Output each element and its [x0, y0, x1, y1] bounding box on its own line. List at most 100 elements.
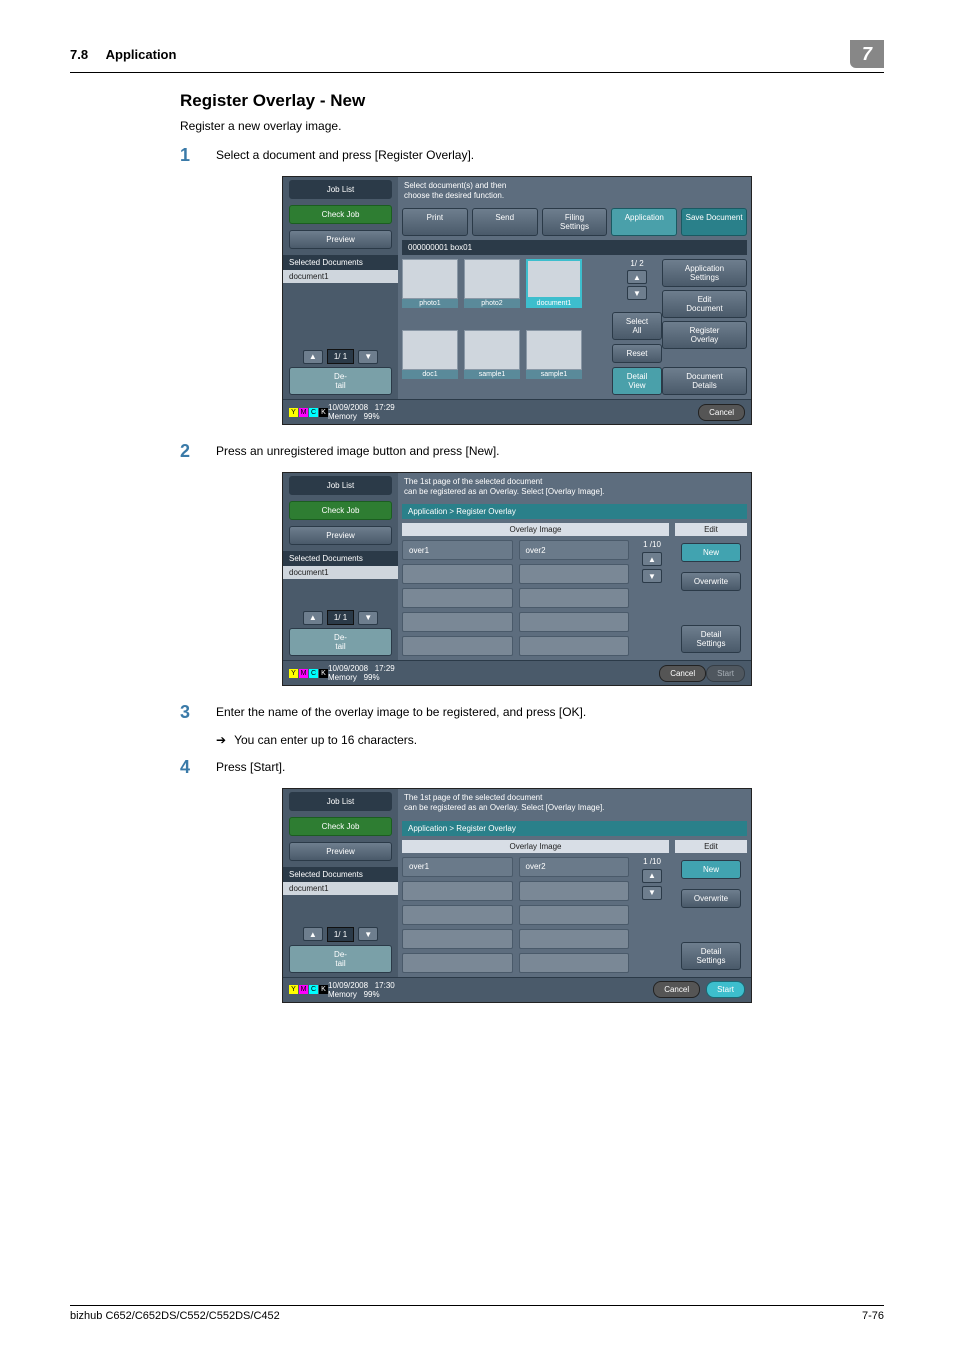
detail-button[interactable]: De- tail [289, 945, 392, 973]
overlay-slot[interactable]: over1 [402, 540, 513, 560]
preview-button[interactable]: Preview [289, 842, 392, 861]
selected-docs-header: Selected Documents [283, 551, 398, 566]
ymck-indicator: YMCK [289, 669, 328, 678]
overlay-slot[interactable] [519, 636, 630, 656]
page-up-icon[interactable]: ▲ [303, 350, 323, 364]
panel3-message: The 1st page of the selected document ca… [398, 789, 751, 816]
overlay-slot[interactable] [402, 588, 513, 608]
chapter-badge: 7 [850, 40, 884, 68]
overlay-slot[interactable] [402, 881, 513, 901]
edit-document-button[interactable]: Edit Document [662, 290, 747, 318]
preview-button[interactable]: Preview [289, 230, 392, 249]
job-list-button[interactable]: Job List [289, 792, 392, 811]
header-section-label: Application [106, 47, 177, 62]
page-title: Register Overlay - New [180, 91, 854, 111]
overlay-slot[interactable] [402, 905, 513, 925]
overlay-slot[interactable] [402, 929, 513, 949]
thumb-doc1[interactable] [402, 330, 458, 370]
cancel-button[interactable]: Cancel [653, 981, 700, 998]
detail-settings-button[interactable]: Detail Settings [681, 625, 741, 653]
ymck-indicator: YMCK [289, 408, 328, 417]
tab-send[interactable]: Send [472, 208, 538, 236]
reset-button[interactable]: Reset [612, 344, 662, 363]
tab-application[interactable]: Application [611, 208, 677, 236]
overlay-slot[interactable] [519, 881, 630, 901]
thumb-photo2[interactable] [464, 259, 520, 299]
overlay-image-header: Overlay Image [402, 523, 669, 536]
thumb-sample1a[interactable] [464, 330, 520, 370]
thumb-page-up-icon[interactable]: ▲ [627, 270, 647, 284]
thumb-photo1[interactable] [402, 259, 458, 299]
overlay-page-up-icon[interactable]: ▲ [642, 869, 662, 883]
overlay-slot[interactable] [402, 564, 513, 584]
document-details-button[interactable]: Document Details [662, 367, 747, 395]
job-list-button[interactable]: Job List [289, 180, 392, 199]
overlay-slot[interactable] [402, 953, 513, 973]
thumb-caption: sample1 [526, 370, 582, 379]
overwrite-button[interactable]: Overwrite [681, 889, 741, 908]
selected-docs-header: Selected Documents [283, 867, 398, 882]
page-down-icon[interactable]: ▼ [358, 611, 378, 625]
overlay-slot[interactable] [519, 905, 630, 925]
breadcrumb: Application > Register Overlay [402, 504, 747, 519]
overlay-slot[interactable] [519, 953, 630, 973]
screenshot-3: Job List Check Job Preview Selected Docu… [282, 788, 752, 1002]
page-down-icon[interactable]: ▼ [358, 927, 378, 941]
ymck-indicator: YMCK [289, 985, 328, 994]
tab-filing[interactable]: Filing Settings [542, 208, 608, 236]
select-all-button[interactable]: Select All [612, 312, 662, 340]
page-down-icon[interactable]: ▼ [358, 350, 378, 364]
cancel-button[interactable]: Cancel [659, 665, 706, 682]
application-settings-button[interactable]: Application Settings [662, 259, 747, 287]
detail-settings-button[interactable]: Detail Settings [681, 942, 741, 970]
detail-button[interactable]: De- tail [289, 628, 392, 656]
selected-doc-item[interactable]: document1 [283, 566, 398, 579]
selected-doc-item[interactable]: document1 [283, 270, 398, 283]
start-button[interactable]: Start [706, 981, 745, 998]
panel1-message: Select document(s) and then choose the d… [398, 177, 751, 204]
thumb-caption: doc1 [402, 370, 458, 379]
overlay-slot[interactable] [519, 588, 630, 608]
thumb-page-down-icon[interactable]: ▼ [627, 286, 647, 300]
selected-doc-item[interactable]: document1 [283, 882, 398, 895]
page-indicator: 1/ 1 [327, 927, 354, 942]
footer-page: 7-76 [862, 1310, 884, 1322]
tab-save-document[interactable]: Save Document [681, 208, 747, 236]
page-up-icon[interactable]: ▲ [303, 611, 323, 625]
overlay-slot[interactable] [519, 929, 630, 949]
overlay-slot[interactable] [402, 636, 513, 656]
overwrite-button[interactable]: Overwrite [681, 572, 741, 591]
overlay-slot[interactable]: over2 [519, 540, 630, 560]
register-overlay-button[interactable]: Register Overlay [662, 321, 747, 349]
preview-button[interactable]: Preview [289, 526, 392, 545]
overlay-slot[interactable] [519, 564, 630, 584]
job-list-button[interactable]: Job List [289, 476, 392, 495]
overlay-slot[interactable]: over1 [402, 857, 513, 877]
breadcrumb: Application > Register Overlay [402, 821, 747, 836]
thumb-sample1b[interactable] [526, 330, 582, 370]
overlay-slot[interactable] [402, 612, 513, 632]
selected-docs-header: Selected Documents [283, 255, 398, 270]
check-job-button[interactable]: Check Job [289, 205, 392, 224]
step-2-text: Press an unregistered image button and p… [216, 441, 500, 458]
step-3-text: Enter the name of the overlay image to b… [216, 702, 586, 719]
page-up-icon[interactable]: ▲ [303, 927, 323, 941]
new-button[interactable]: New [681, 860, 741, 879]
overlay-slot[interactable] [519, 612, 630, 632]
check-job-button[interactable]: Check Job [289, 817, 392, 836]
edit-header: Edit [675, 523, 747, 536]
thumb-caption: document1 [526, 299, 582, 308]
overlay-slot[interactable]: over2 [519, 857, 630, 877]
detail-button[interactable]: De- tail [289, 367, 392, 395]
overlay-pager: 1 /10 [643, 540, 661, 549]
new-button[interactable]: New [681, 543, 741, 562]
overlay-page-down-icon[interactable]: ▼ [642, 886, 662, 900]
cancel-button[interactable]: Cancel [698, 404, 745, 421]
detail-view-button[interactable]: Detail View [612, 367, 662, 395]
overlay-page-up-icon[interactable]: ▲ [642, 552, 662, 566]
overlay-pager: 1 /10 [643, 857, 661, 866]
tab-print[interactable]: Print [402, 208, 468, 236]
check-job-button[interactable]: Check Job [289, 501, 392, 520]
overlay-page-down-icon[interactable]: ▼ [642, 569, 662, 583]
thumb-document1[interactable] [526, 259, 582, 299]
